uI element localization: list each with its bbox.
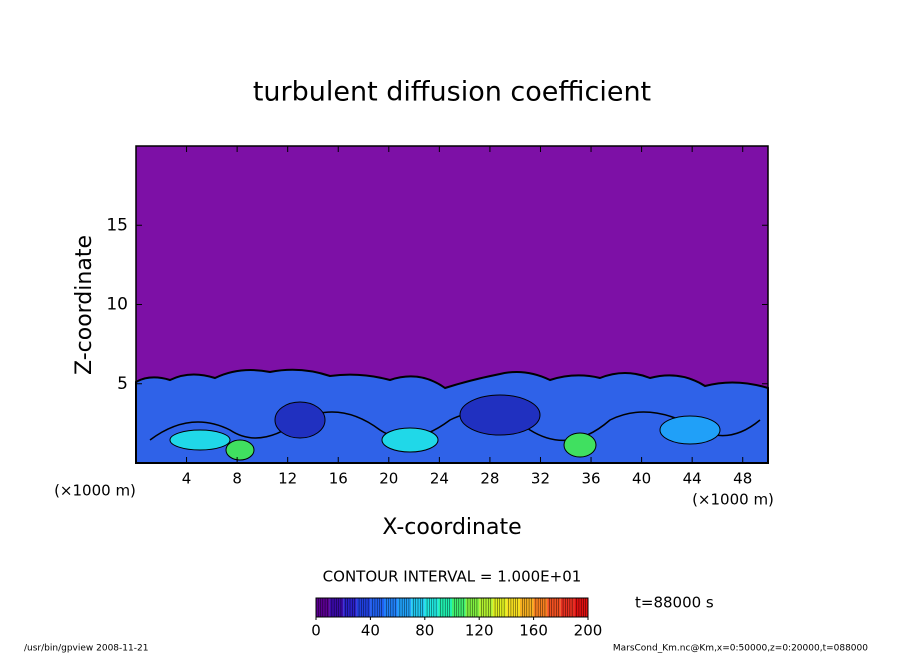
x-units: (×1000 m) xyxy=(692,491,774,509)
turbulent-field xyxy=(135,368,769,464)
y-tick-label: 10 xyxy=(106,295,128,315)
y-axis-label: Z-coordinate xyxy=(72,235,97,375)
x-axis-label: X-coordinate xyxy=(382,515,521,540)
colorbar-tick-label: 40 xyxy=(361,622,380,640)
x-tick-label: 16 xyxy=(329,470,348,488)
field-blob xyxy=(563,432,597,458)
field-blob xyxy=(381,427,439,453)
colorbar-frame xyxy=(315,597,589,618)
x-tick-label: 20 xyxy=(379,470,398,488)
contour-line xyxy=(149,411,761,442)
x-tick-label: 12 xyxy=(278,470,297,488)
field-region xyxy=(135,368,769,464)
x-tick-label: 4 xyxy=(182,470,192,488)
field-blob xyxy=(274,401,326,439)
contour-interval: CONTOUR INTERVAL = 1.000E+01 xyxy=(323,568,582,586)
field-blob xyxy=(225,439,255,461)
y-units: (×1000 m) xyxy=(54,482,136,500)
x-tick-label: 24 xyxy=(430,470,449,488)
time-label: t=88000 s xyxy=(635,594,714,612)
field-blob xyxy=(659,415,721,445)
x-tick-label: 36 xyxy=(581,470,600,488)
x-tick-label: 32 xyxy=(531,470,550,488)
x-tick-label: 48 xyxy=(733,470,752,488)
footer-right: MarsCond_Km.nc@Km,x=0:50000,z=0:20000,t=… xyxy=(613,644,868,654)
field-blob xyxy=(459,394,541,436)
colorbar-tick-label: 80 xyxy=(415,622,434,640)
x-tick-label: 40 xyxy=(632,470,651,488)
colorbar-tick-label: 120 xyxy=(465,622,494,640)
x-tick-label: 28 xyxy=(480,470,499,488)
x-tick-label: 8 xyxy=(232,470,242,488)
x-tick-label: 44 xyxy=(683,470,702,488)
chart-title: turbulent diffusion coefficient xyxy=(253,77,651,108)
colorbar-tick-label: 160 xyxy=(519,622,548,640)
field-blob xyxy=(169,429,231,451)
y-tick-label: 15 xyxy=(106,215,128,235)
colorbar-tick-label: 200 xyxy=(574,622,603,640)
y-tick-label: 5 xyxy=(117,374,128,394)
footer-left: /usr/bin/gpview 2008-11-21 xyxy=(24,644,148,654)
colorbar-tick-label: 0 xyxy=(311,622,321,640)
